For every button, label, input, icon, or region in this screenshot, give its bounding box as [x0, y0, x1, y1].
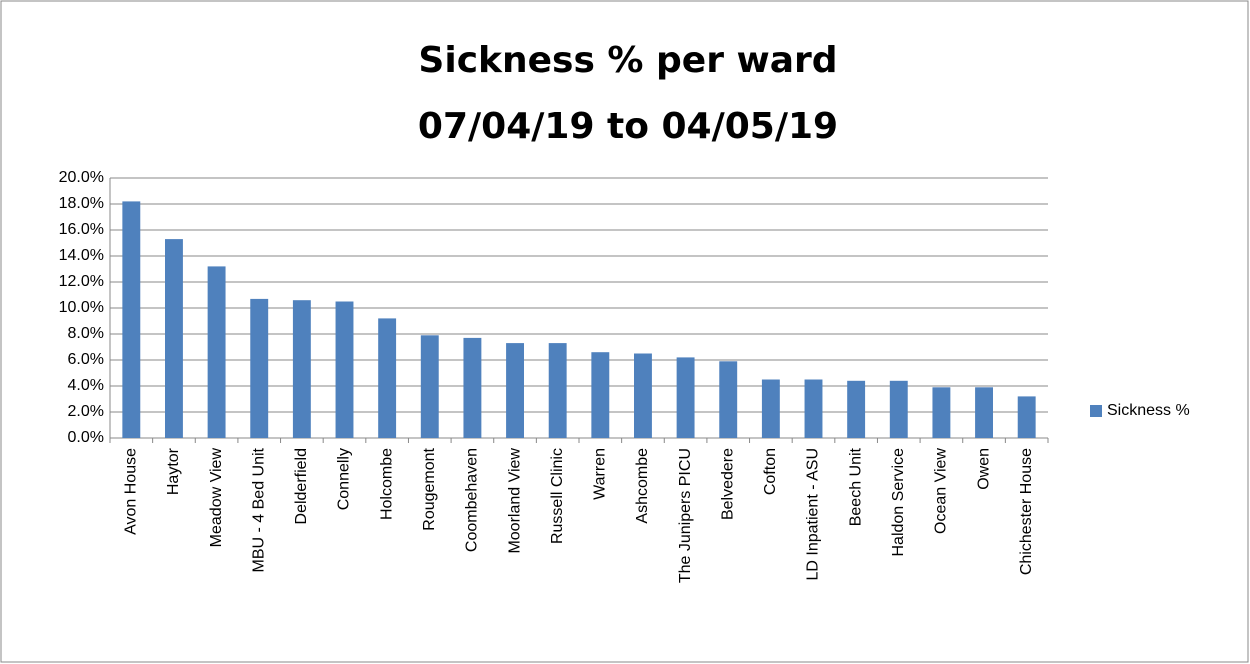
y-tick-label: 20.0% — [59, 169, 104, 186]
x-tick-label: The Junipers PICU — [677, 448, 694, 583]
bar — [250, 298, 269, 438]
bar — [591, 352, 610, 438]
y-tick-label: 18.0% — [59, 195, 104, 212]
x-tick-label: Beech Unit — [847, 447, 864, 526]
y-tick-label: 14.0% — [59, 247, 104, 264]
x-tick-label: Ocean View — [933, 448, 950, 534]
legend-label: Sickness % — [1107, 402, 1190, 419]
x-tick-label: Haldon Service — [890, 448, 907, 557]
x-tick-label: Russell Clinic — [549, 448, 566, 544]
bar — [719, 361, 738, 438]
x-tick-label: Delderfield — [293, 448, 310, 524]
bar — [847, 380, 866, 438]
x-tick-label: Rougemont — [421, 447, 438, 530]
chart-subtitle: 07/04/19 to 04/05/19 — [418, 106, 838, 147]
bar — [420, 335, 439, 438]
bar — [761, 379, 780, 438]
bar — [804, 379, 823, 438]
x-tick-label: Belvedere — [719, 448, 736, 520]
y-tick-label: 4.0% — [68, 377, 104, 394]
x-tick-label: MBU - 4 Bed Unit — [250, 447, 267, 572]
y-tick-label: 8.0% — [68, 325, 104, 342]
chart-title: Sickness % per ward — [418, 40, 837, 81]
x-tick-label: Haytor — [165, 447, 182, 495]
x-tick-label: Warren — [592, 448, 609, 500]
bar — [292, 300, 311, 438]
y-tick-label: 6.0% — [68, 351, 104, 368]
y-tick-label: 16.0% — [59, 221, 104, 238]
y-tick-label: 0.0% — [68, 429, 104, 446]
bar — [1017, 396, 1036, 438]
bar — [634, 353, 652, 438]
x-tick-label: Meadow View — [208, 448, 225, 548]
bar — [165, 239, 183, 438]
bar — [122, 201, 141, 438]
y-tick-label: 12.0% — [59, 273, 104, 290]
bar — [378, 318, 397, 438]
bar — [676, 357, 695, 438]
x-tick-label: Avon House — [123, 448, 140, 535]
bar — [975, 387, 993, 438]
x-tick-label: Ashcombe — [634, 448, 651, 524]
legend-swatch — [1090, 405, 1102, 417]
y-tick-label: 10.0% — [59, 299, 104, 316]
x-tick-label: LD Inpatient - ASU — [805, 448, 822, 581]
bar — [207, 266, 226, 438]
bar — [932, 387, 951, 438]
x-tick-label: Cofton — [762, 448, 779, 495]
x-tick-label: Connelly — [336, 448, 353, 510]
bar — [506, 343, 524, 438]
bar — [335, 301, 354, 438]
x-tick-label: Chichester House — [1018, 448, 1035, 575]
x-tick-label: Owen — [975, 448, 992, 490]
bar — [548, 343, 567, 438]
x-tick-label: Coombehaven — [464, 448, 481, 552]
bar — [463, 337, 482, 438]
y-tick-label: 2.0% — [68, 403, 104, 420]
x-tick-label: Moorland View — [506, 448, 523, 554]
x-tick-label: Holcombe — [378, 448, 395, 520]
bar — [889, 380, 908, 438]
